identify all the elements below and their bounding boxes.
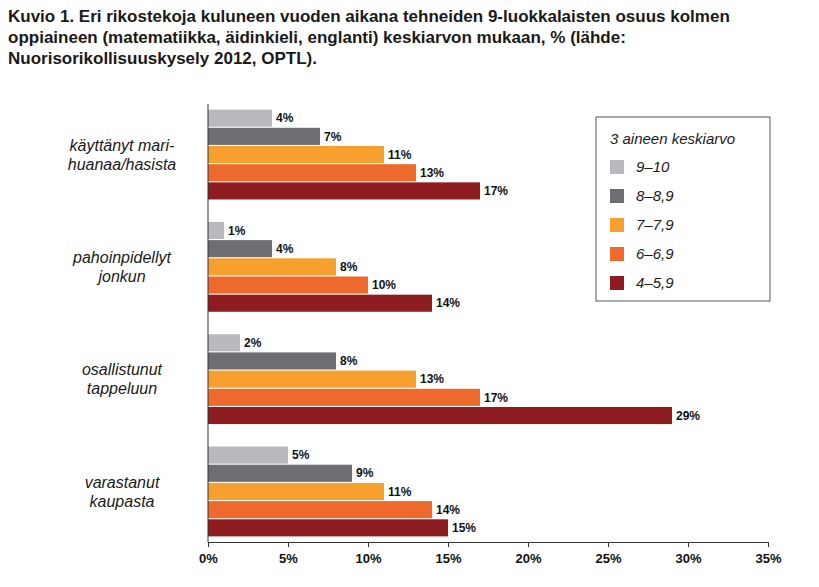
bar [208,258,336,275]
chart: Kuvio 1. Eri rikostekoja kuluneen vuoden… [0,0,819,587]
bar [208,146,384,163]
bar [208,483,384,500]
legend-label: 8–8,9 [636,187,674,204]
data-label: 4% [276,111,294,125]
bar [208,389,480,406]
bar [208,371,416,388]
tick-mark [608,542,609,547]
category-label: osallistunuttappeluun [82,361,163,397]
tick-label: 0% [199,551,218,566]
tick-label: 25% [595,551,621,566]
tick-mark [768,542,769,547]
tick-label: 20% [515,551,541,566]
tick-mark [448,542,449,547]
bar [208,465,352,482]
tick: 0% [199,542,218,566]
x-axis: 0% 5% 10% 15% 20% 25% 30% 35% [199,542,782,566]
data-label: 2% [244,336,262,350]
bar [208,164,416,181]
legend-title: 3 aineen keskiarvo [610,130,735,147]
bar [208,519,448,536]
y-axis-line [208,104,209,542]
legend-swatch [610,189,624,203]
bar [208,334,240,351]
tick-label: 30% [675,551,701,566]
legend-swatch [610,160,624,174]
tick-label: 10% [355,551,381,566]
tick-label: 35% [755,551,781,566]
data-label: 5% [292,448,310,462]
legend: 3 aineen keskiarvo 9–10 8–8,9 7–7,9 6–6,9 4–5… [596,117,770,301]
bar [208,182,480,199]
bar [208,128,320,145]
tick-mark [288,542,289,547]
tick: 35% [755,542,781,566]
legend-label: 4–5,9 [636,274,674,291]
tick-label: 5% [279,551,298,566]
bar [208,222,224,239]
tick-mark [688,542,689,547]
legend-swatch [610,247,624,261]
category-labels: käyttänyt mari-huanaa/hasista pahoinpidel… [68,137,177,510]
data-label: 10% [372,278,396,292]
data-label: 8% [340,260,358,274]
bar [208,501,432,518]
tick-mark [208,542,209,547]
data-label: 11% [388,148,412,162]
data-label: 13% [420,372,444,386]
data-label: 15% [452,521,476,535]
tick: 10% [355,542,381,566]
category-label: pahoinpidellytjonkun [72,249,171,285]
axis-line [209,543,769,548]
data-label: 4% [276,242,294,256]
tick: 5% [279,542,298,566]
data-label: 29% [676,409,700,423]
data-label: 13% [420,166,444,180]
tick-mark [368,542,369,547]
data-label: 17% [484,184,508,198]
tick: 25% [595,542,621,566]
legend-label: 9–10 [636,158,670,175]
data-label: 1% [228,224,246,238]
category-label: käyttänyt mari-huanaa/hasista [68,137,177,173]
tick: 20% [515,542,541,566]
tick: 15% [435,542,461,566]
tick-label: 15% [435,551,461,566]
legend-label: 6–6,9 [636,245,674,262]
bar [208,352,336,369]
data-label: 8% [340,354,358,368]
legend-label: 7–7,9 [636,216,674,233]
bar [208,110,272,127]
data-label: 14% [436,503,460,517]
legend-box [596,117,770,301]
bar [208,295,432,312]
title: Kuvio 1. Eri rikostekoja kuluneen vuoden… [8,7,730,68]
bar [208,276,368,293]
category-label: varastanutkaupasta [85,474,160,510]
data-label: 11% [388,485,412,499]
data-label: 9% [356,466,374,480]
data-label: 14% [436,296,460,310]
bar [208,407,672,424]
bar [208,447,288,464]
data-label: 7% [324,130,342,144]
data-label: 17% [484,391,508,405]
legend-swatch [610,276,624,290]
legend-swatch [610,218,624,232]
tick: 30% [675,542,701,566]
tick-mark [528,542,529,547]
bar [208,240,272,257]
